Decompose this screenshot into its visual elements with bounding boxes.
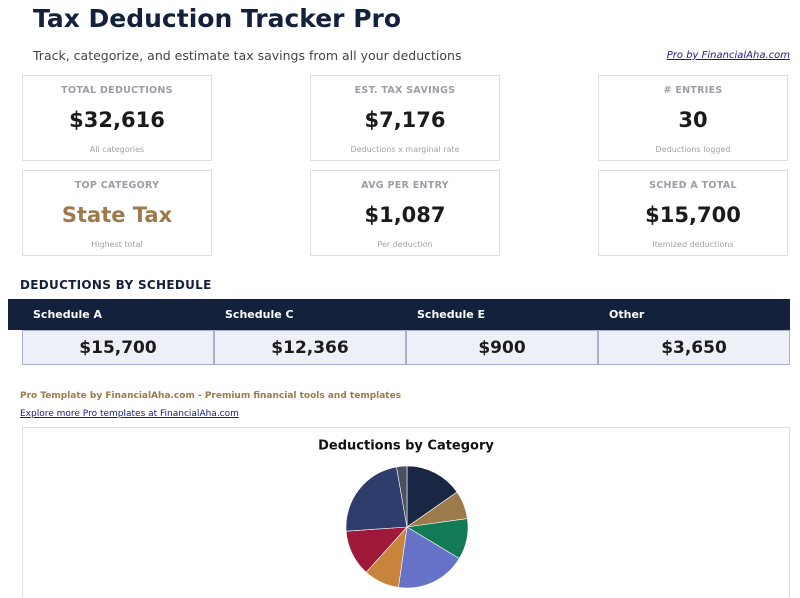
pie-slice: [398, 526, 460, 589]
table-header-cell: Schedule C: [225, 308, 294, 321]
table-value-cell: $15,700: [22, 330, 214, 365]
kpi-card: # ENTRIES 30 Deductions logged: [598, 75, 788, 161]
table-header: [8, 299, 790, 330]
table-header-cell: Schedule E: [417, 308, 486, 321]
kpi-card: EST. TAX SAVINGS $7,176 Deductions x margi…: [310, 75, 500, 161]
pie-slice: [396, 465, 408, 528]
table-value-cell: $900: [406, 330, 598, 365]
card-value: 30: [678, 108, 708, 132]
card-value: $15,700: [645, 203, 741, 227]
card-value: $32,616: [69, 108, 165, 132]
card-label: SCHED A TOTAL: [649, 180, 737, 191]
page-title: Tax Deduction Tracker Pro: [33, 4, 402, 33]
page-subtitle: Track, categorize, and estimate tax savi…: [33, 48, 462, 63]
kpi-card: TOP CATEGORY State Tax Highest total: [22, 170, 212, 256]
card-value: $1,087: [364, 203, 446, 227]
table-header-cell: Schedule A: [33, 308, 103, 321]
card-label: TOP CATEGORY: [74, 180, 160, 191]
table-header-cell: Other: [609, 308, 645, 321]
table-value-cell: $3,650: [598, 330, 790, 365]
kpi-card: TOTAL DEDUCTIONS $32,616 All categories: [22, 75, 212, 161]
card-label: EST. TAX SAVINGS: [354, 85, 456, 96]
card-note: All categories: [89, 145, 145, 154]
promo-text: Pro Template by FinancialAha.com - Premi…: [20, 391, 402, 401]
kpi-card: AVG PER ENTRY $1,087 Per deduction: [310, 170, 500, 256]
header-link[interactable]: Pro by FinancialAha.com: [666, 50, 790, 61]
chart-title: Deductions by Category: [318, 439, 494, 454]
card-label: AVG PER ENTRY: [361, 180, 449, 191]
card-note: Deductions logged: [655, 145, 731, 154]
card-note: Deductions x marginal rate: [350, 145, 460, 154]
pie-chart: Deductions by Category: [318, 439, 494, 589]
card-value: $7,176: [364, 108, 446, 132]
section-title: DEDUCTIONS BY SCHEDULE: [20, 278, 212, 292]
kpi-card: SCHED A TOTAL $15,700 Itemized deductions: [598, 170, 788, 256]
card-note: Highest total: [91, 240, 143, 249]
card-note: Per deduction: [377, 240, 433, 249]
pie-slice: [345, 466, 408, 532]
card-note: Itemized deductions: [652, 240, 734, 249]
pie-slice: [406, 465, 458, 528]
table-value-cell: $12,366: [214, 330, 406, 365]
card-value: State Tax: [61, 203, 173, 227]
card-label: TOTAL DEDUCTIONS: [61, 85, 173, 96]
card-label: # ENTRIES: [663, 85, 723, 96]
more-link[interactable]: Explore more Pro templates at FinancialA…: [20, 409, 239, 419]
chart-box: Deductions by Category: [22, 427, 790, 598]
